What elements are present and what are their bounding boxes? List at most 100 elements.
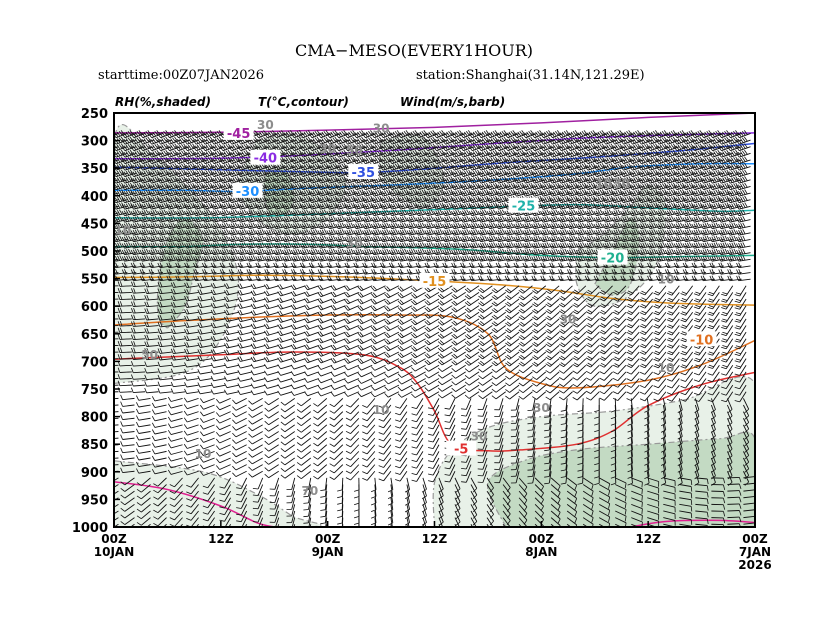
wind-barb-feather	[279, 137, 283, 143]
wind-barb-feather	[143, 131, 148, 137]
wind-barb-feather	[299, 133, 304, 138]
wind-barb-147	[130, 143, 146, 152]
wind-barb-96	[317, 136, 333, 145]
wind-barb-feather	[154, 144, 159, 149]
wind-barb-feather	[110, 170, 113, 174]
wind-barb-feather	[572, 183, 577, 189]
wind-barb-feather	[735, 130, 739, 135]
wind-barb-feather	[631, 132, 635, 138]
wind-barb-feather	[234, 176, 239, 182]
wind-barb-feather	[270, 137, 274, 143]
wind-barb-feather	[219, 139, 224, 145]
wind-barb-feather	[467, 130, 472, 135]
wind-barb-feather	[568, 138, 573, 144]
wind-barb-feather	[392, 131, 397, 137]
wind-barb-feather	[686, 144, 691, 150]
wind-barb-feather	[492, 144, 497, 149]
wind-barb-feather	[677, 131, 682, 137]
wind-barb-feather	[684, 138, 689, 144]
wind-barb-feather	[428, 131, 433, 137]
wind-barb-feather	[695, 138, 700, 143]
wind-barb-feather	[139, 146, 144, 151]
wind-barb-feather	[339, 138, 344, 143]
wind-barb-feather	[512, 143, 517, 149]
wind-barb-feather	[106, 178, 109, 182]
wind-barb-feather	[724, 137, 728, 143]
wind-barb-feather	[116, 144, 121, 150]
wind-barb-feather	[542, 132, 546, 138]
wind-barb-feather	[679, 144, 684, 149]
wind-barb-feather	[108, 139, 111, 143]
wind-barb-feather	[659, 131, 664, 137]
wind-barb-feather	[475, 189, 479, 195]
wind-barb-feather	[635, 183, 639, 189]
wind-barb-feather	[682, 146, 687, 151]
temp-contour-8	[114, 351, 755, 452]
wind-barb-feather	[165, 143, 170, 149]
wind-barb-feather	[433, 146, 437, 151]
wind-barb-feather	[108, 158, 111, 162]
wind-barb-feather	[172, 130, 176, 136]
wind-barb-11	[201, 130, 217, 139]
wind-barb-feather	[110, 144, 113, 148]
wind-barb-feather	[419, 144, 424, 150]
wind-barb-feather	[717, 143, 722, 149]
wind-barb-feather	[519, 137, 524, 143]
wind-barb-feather	[475, 183, 479, 189]
wind-barb-feather	[381, 138, 386, 144]
wind-barb-feather	[156, 143, 161, 149]
wind-barb-feather	[572, 144, 577, 149]
wind-barb-feather	[259, 138, 263, 143]
wind-barb-feather	[121, 133, 126, 138]
wind-barb-feather	[355, 132, 359, 138]
wind-barb-feather	[303, 144, 308, 150]
wind-barb-feather	[548, 139, 553, 145]
wind-barb-feather	[355, 138, 359, 144]
wind-barb-feather	[228, 139, 233, 145]
wind-barb-feather	[218, 136, 223, 142]
wind-barb-feather	[465, 144, 470, 149]
wind-barb-feather	[330, 131, 335, 137]
wind-barb-feather	[254, 130, 259, 135]
wind-barb-feather	[399, 145, 404, 151]
wind-barb-feather	[314, 144, 319, 149]
wind-barb-30	[370, 130, 386, 139]
wind-barb-feather	[615, 131, 620, 137]
wind-barb-feather	[513, 133, 518, 138]
wind-barb-feather	[383, 138, 388, 143]
wind-barb-feather	[254, 143, 259, 149]
wind-barb-feather	[381, 132, 386, 138]
wind-barb-feather	[141, 132, 146, 138]
wind-barb-feather	[510, 183, 515, 189]
wind-barb-feather	[655, 133, 660, 138]
wind-barb-feather	[301, 132, 306, 138]
wind-barb-feather	[150, 138, 155, 144]
wind-barb-feather	[314, 130, 319, 136]
wind-barb-feather	[252, 144, 257, 149]
wind-barb-feather	[335, 139, 340, 145]
wind-barb-feather	[568, 132, 573, 138]
wind-barb-feather	[519, 183, 524, 189]
wind-barb-feather	[127, 144, 132, 149]
wind-barb-feather	[424, 139, 429, 145]
wind-barb-feather	[145, 130, 150, 136]
wind-barb-feather	[368, 137, 372, 143]
wind-barb-feather	[343, 143, 348, 149]
wind-barb-feather	[448, 130, 452, 136]
wind-barb-feather	[239, 138, 244, 144]
wind-barb-feather	[624, 131, 628, 137]
wind-barb-feather	[726, 133, 731, 138]
wind-barb-feather	[266, 145, 270, 151]
wind-barb-feather	[357, 131, 361, 137]
wind-barb-feather	[207, 144, 212, 149]
wind-barb-feather	[457, 189, 461, 195]
wind-barb-feather	[236, 143, 241, 149]
wind-barb-feather	[319, 145, 324, 151]
wind-barb-feather	[194, 138, 199, 144]
wind-barb-feather	[203, 145, 208, 151]
wind-barb-feather	[205, 131, 210, 137]
wind-barb-feather	[139, 139, 144, 145]
wind-barb-94	[299, 136, 315, 145]
wind-barb-feather	[584, 133, 589, 138]
wind-barb-feather	[666, 132, 671, 138]
